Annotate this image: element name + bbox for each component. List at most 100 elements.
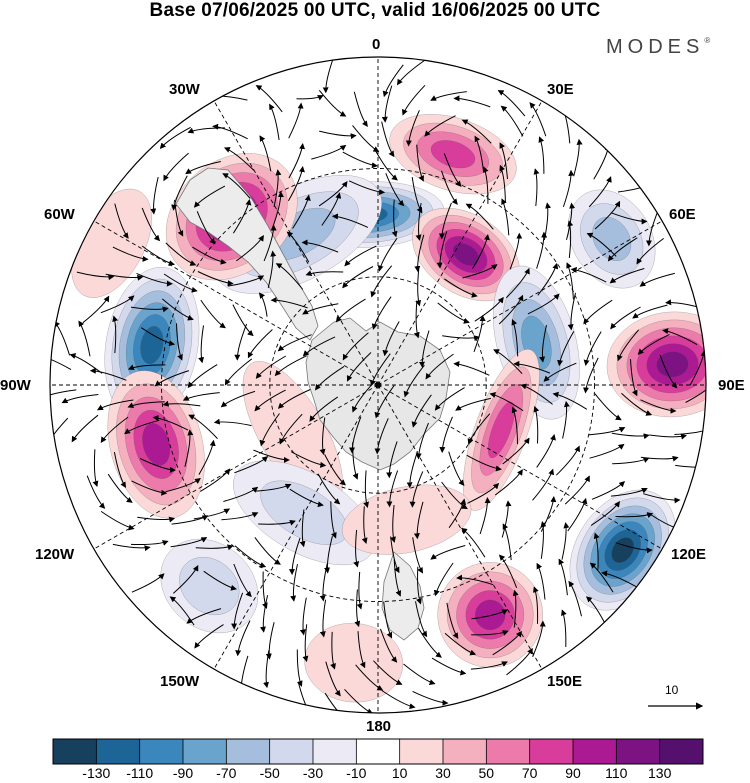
lon-label-30w: 30W <box>169 81 200 98</box>
wind-arrow <box>405 110 420 147</box>
wind-arrow <box>105 273 144 281</box>
wind-arrow <box>506 647 533 676</box>
meridian-line <box>377 212 677 386</box>
wind-arrow <box>640 399 677 414</box>
wind-arrow <box>430 91 467 101</box>
colorbar-tick: -30 <box>302 765 324 781</box>
latitude-circle <box>269 276 487 494</box>
wind-arrow <box>562 169 575 208</box>
wind-arrow <box>461 119 492 144</box>
wind-arrow <box>501 198 510 236</box>
wind-arrow <box>590 500 620 526</box>
wind-arrow <box>456 574 494 586</box>
wind-arrow <box>114 203 129 239</box>
wind-arrow <box>234 545 267 568</box>
colorbar <box>52 738 704 765</box>
wind-arrow <box>221 512 259 521</box>
meridian-line <box>205 86 379 386</box>
wind-arrow <box>453 95 491 108</box>
wind-arrow <box>200 299 226 329</box>
wind-arrow <box>195 544 234 551</box>
wind-arrow <box>494 469 523 496</box>
wind-arrow <box>319 417 326 456</box>
wind-arrow <box>247 329 273 359</box>
wind-arrow <box>233 563 252 598</box>
wind-arrow <box>610 488 648 497</box>
wind-arrow <box>382 321 400 357</box>
wind-arrow <box>607 237 638 262</box>
wind-arrow <box>97 399 134 411</box>
wind-arrow <box>100 510 135 531</box>
wind-arrow <box>632 304 668 319</box>
wind-arrow <box>342 332 369 361</box>
wind-arrow <box>532 468 555 501</box>
meridian-line <box>79 384 379 558</box>
wind-arrow <box>498 294 524 325</box>
colorbar-swatch <box>269 739 314 764</box>
wind-arrow <box>509 232 523 270</box>
wind-arrow <box>227 275 265 287</box>
wind-arrow <box>611 432 650 440</box>
latitude-circle <box>161 168 595 602</box>
wind-arrow <box>254 537 281 565</box>
wind-arrow <box>391 199 398 238</box>
map-disk <box>50 57 706 713</box>
wind-arrow <box>193 185 226 208</box>
graticule <box>50 57 706 713</box>
wind-arrow <box>273 169 282 207</box>
wind-arrow <box>470 661 508 670</box>
wind-arrow <box>141 327 176 347</box>
wind-arrow <box>567 292 576 331</box>
wind-arrow <box>302 336 336 357</box>
wind-arrow <box>568 580 582 617</box>
colorbar-swatch <box>139 739 184 764</box>
wind-arrow <box>131 480 168 496</box>
wind-arrow <box>297 681 313 713</box>
wind-arrow <box>471 609 509 620</box>
wind-arrow <box>192 246 227 265</box>
wind-arrow <box>342 151 378 169</box>
wind-arrow <box>533 405 540 444</box>
wind-arrow <box>479 497 491 535</box>
wind-arrow <box>170 537 208 548</box>
wind-arrow <box>198 325 205 364</box>
colorbar-swatch <box>443 739 487 764</box>
wind-arrow <box>265 622 275 660</box>
wind-arrow <box>498 554 518 588</box>
wind-arrow <box>196 211 216 245</box>
wind-arrow <box>92 449 99 488</box>
wind-arrow <box>446 602 459 639</box>
wind-arrow <box>253 449 290 463</box>
wind-arrow <box>567 497 588 532</box>
wind-arrow <box>185 161 221 175</box>
colorbar-tick: -50 <box>259 765 280 781</box>
meridian-line <box>79 212 379 386</box>
wind-arrow <box>393 559 402 597</box>
wind-arrow <box>258 519 296 526</box>
wind-arrow <box>674 427 706 435</box>
wind-arrow <box>588 176 612 208</box>
wind-arrow <box>187 364 218 389</box>
wind-arrow <box>127 401 165 408</box>
wind-arrow <box>380 628 398 663</box>
wind-arrow <box>436 231 448 269</box>
meridian-line <box>377 384 551 684</box>
wind-arrow <box>561 609 567 648</box>
wind-arrow <box>371 296 392 330</box>
meridian-line <box>205 384 379 684</box>
wind-arrow <box>529 102 547 137</box>
colorbar-tick: 30 <box>435 765 451 781</box>
wind-arrow <box>417 627 442 658</box>
wind-arrow <box>610 212 648 225</box>
wind-arrow <box>467 413 491 445</box>
wind-arrow <box>325 661 341 697</box>
wind-arrow <box>113 452 127 489</box>
wind-arrow <box>385 173 405 207</box>
wind-arrow <box>566 262 574 300</box>
wind-arrow <box>448 451 465 486</box>
wind-arrow <box>263 224 277 262</box>
wind-arrow <box>512 589 519 628</box>
wind-arrow <box>520 383 553 405</box>
wind-arrow <box>182 392 220 401</box>
wind-arrow <box>555 445 580 476</box>
